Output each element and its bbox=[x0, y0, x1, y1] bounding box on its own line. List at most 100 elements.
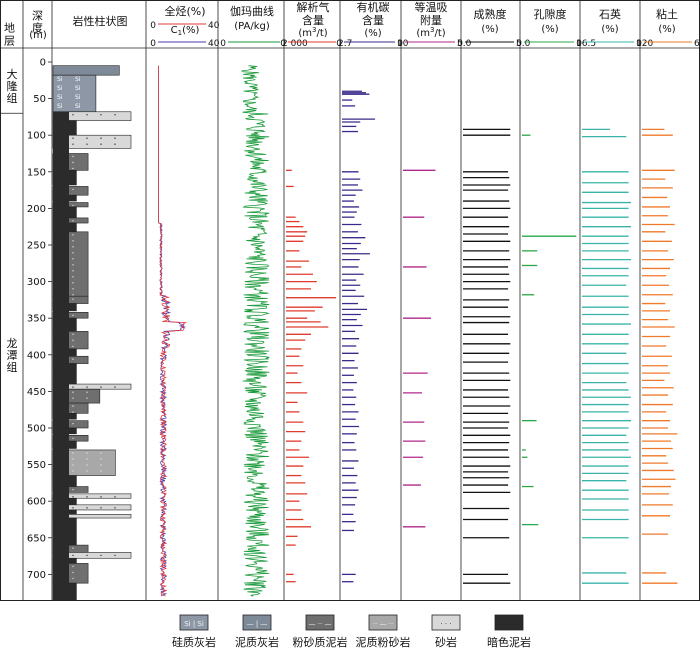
header-iso-2: 附量 bbox=[420, 13, 442, 27]
header-depth: 深度 bbox=[31, 10, 44, 34]
legend-pattern-silty-mudstone: — ·· — bbox=[309, 620, 332, 628]
header-gas-unit: (m3/t) bbox=[298, 26, 327, 39]
lith-dot bbox=[72, 137, 74, 139]
scale-max-gamma: 2 000 bbox=[282, 39, 308, 49]
scale-max-maturity: 5.0 bbox=[516, 39, 531, 49]
lith-dot bbox=[86, 143, 88, 145]
lith-si-mark: Si bbox=[75, 103, 81, 110]
legend-item-silty-mudstone: — ·· — 粉砂质泥岩 bbox=[293, 614, 348, 649]
legend-swatch-silty-mudstone bbox=[305, 614, 335, 631]
depth-tick-label: 600 bbox=[27, 497, 46, 508]
lith-dot bbox=[72, 143, 74, 145]
lith-dot bbox=[72, 333, 74, 336]
header-maturity-unit: (%) bbox=[481, 24, 498, 35]
scale-min-quartz: 0 bbox=[576, 39, 582, 49]
lith-dot bbox=[86, 391, 88, 393]
lith-dot bbox=[100, 464, 102, 466]
lith-dot bbox=[72, 188, 74, 191]
lith-dot bbox=[100, 143, 102, 145]
lith-dot bbox=[114, 386, 116, 388]
lith-dot bbox=[114, 137, 116, 139]
lith-dot bbox=[100, 496, 102, 498]
scale-min-gamma: 0 bbox=[220, 39, 226, 49]
lith-dot bbox=[114, 496, 116, 498]
lith-dot bbox=[86, 452, 88, 454]
lith-dot bbox=[72, 488, 74, 491]
lith-dot bbox=[72, 258, 74, 260]
lith-dot bbox=[72, 234, 74, 236]
lithology-legend: Si | Si 硅质灰岩 — | — 泥质灰岩 — ·· — 粉砂质泥岩 ·· — ·· 泥质… bbox=[172, 614, 531, 649]
lith-si-mark: Si bbox=[57, 76, 63, 83]
lith-dot bbox=[100, 114, 102, 116]
legend-swatch-siliceous-limestone bbox=[179, 614, 209, 631]
header-quartz-unit: (%) bbox=[601, 24, 618, 35]
lith-dark-mudstone-base bbox=[53, 111, 69, 601]
legend-label-sandstone: 砂岩 bbox=[435, 635, 457, 649]
curve-gamma bbox=[241, 65, 270, 597]
header-gas-2: 含量 bbox=[302, 13, 324, 27]
lith-dot bbox=[72, 507, 74, 509]
lith-dot bbox=[72, 391, 74, 393]
lith-dot bbox=[72, 282, 74, 284]
scale-max-toc: 10 bbox=[397, 39, 409, 49]
lith-dot bbox=[86, 507, 88, 509]
lith-dot bbox=[86, 397, 88, 399]
lith-dot bbox=[72, 345, 74, 348]
header-maturity: 成熟度 bbox=[474, 7, 507, 21]
lith-dot bbox=[72, 294, 74, 296]
header-stratum: 地层 bbox=[3, 22, 16, 48]
lith-dot bbox=[86, 554, 88, 557]
lith-dot bbox=[72, 577, 74, 580]
header-porosity: 孔隙度 bbox=[534, 7, 567, 21]
lith-dot bbox=[100, 452, 102, 454]
scale-max-porosity: 16.5 bbox=[576, 39, 596, 49]
lith-dot bbox=[72, 252, 74, 254]
lith-dot bbox=[72, 422, 74, 425]
lith-dot bbox=[72, 161, 74, 164]
header-toc-2: 含量 bbox=[362, 13, 384, 27]
lith-dot bbox=[72, 298, 74, 300]
depth-tick-label: 0 bbox=[40, 58, 46, 69]
lith-dot bbox=[72, 240, 74, 242]
depth-tick-label: 100 bbox=[27, 131, 46, 142]
depth-tick-label: 700 bbox=[27, 570, 46, 581]
scale-max-isotherm: 5.0 bbox=[457, 39, 472, 49]
lith-dot bbox=[86, 386, 88, 388]
legend-swatch-argillaceous-siltstone bbox=[368, 614, 398, 631]
lith-dot bbox=[72, 339, 74, 342]
lith-dot bbox=[72, 264, 74, 266]
header-porosity-unit: (%) bbox=[541, 24, 558, 35]
legend-item-dark-mudstone: 暗色泥岩 bbox=[487, 614, 531, 649]
legend-pattern-siliceous-limestone: Si | Si bbox=[184, 620, 204, 628]
formation-label: 大隆组 bbox=[5, 67, 18, 104]
lith-dot bbox=[114, 554, 116, 557]
depth-tick-label: 500 bbox=[27, 423, 46, 434]
legend-swatch-argillaceous-limestone bbox=[242, 614, 272, 631]
depth-tick-label: 650 bbox=[27, 533, 46, 544]
track-headers: 地层 深度 (m) 岩性柱状图 全烃(%) C1(%) 伽玛曲线 (PA/kg)… bbox=[3, 0, 679, 48]
depth-tick-label: 200 bbox=[27, 204, 46, 215]
legend-label-silty-mudstone: 粉砂质泥岩 bbox=[293, 635, 348, 649]
scale-min-porosity: 0 bbox=[516, 39, 522, 49]
legend-label-dark-mudstone: 暗色泥岩 bbox=[487, 635, 531, 649]
lith-dot bbox=[72, 155, 74, 158]
scale-max-quartz: 120 bbox=[636, 39, 653, 49]
depth-tick-label: 550 bbox=[27, 460, 46, 471]
scale-max-total_hc: 40 bbox=[208, 21, 220, 31]
legend-item-sandstone: · · · 砂岩 bbox=[431, 614, 461, 649]
header-gamma: 伽玛曲线 bbox=[230, 4, 274, 18]
depth-tick-label: 400 bbox=[27, 350, 46, 361]
lithology-column: Si Si Si Si Si Si Si Si bbox=[52, 65, 132, 601]
lith-dot bbox=[86, 458, 88, 460]
legend-label-siliceous-limestone: 硅质灰岩 bbox=[172, 635, 216, 649]
depth-tick-label: 450 bbox=[27, 387, 46, 398]
lith-dot bbox=[72, 270, 74, 272]
lith-dot bbox=[72, 464, 74, 466]
depth-axis: 0 50 100 150 200 250 300 350 400 450 500 550 600 650 7… bbox=[27, 58, 52, 581]
lith-dot bbox=[114, 507, 116, 509]
header-gas-1: 解析气 bbox=[297, 0, 330, 14]
lith-dot bbox=[86, 464, 88, 466]
scale-min-total_hc: 0 bbox=[150, 21, 156, 31]
legend-pattern-sandstone: · · · bbox=[440, 620, 451, 628]
